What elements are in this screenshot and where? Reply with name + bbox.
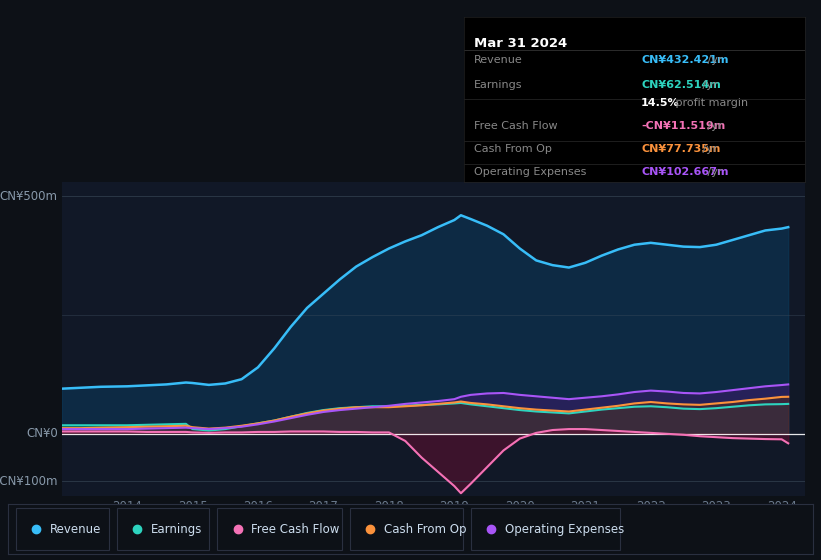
Text: -CN¥100m: -CN¥100m (0, 475, 57, 488)
Text: CN¥432.421m: CN¥432.421m (641, 55, 728, 65)
Text: Cash From Op: Cash From Op (474, 144, 552, 154)
Text: CN¥102.667m: CN¥102.667m (641, 167, 728, 177)
Text: Free Cash Flow: Free Cash Flow (251, 522, 340, 536)
Bar (218, 508, 342, 550)
Text: CN¥0: CN¥0 (26, 427, 57, 440)
Bar (351, 508, 463, 550)
Text: /yr: /yr (704, 121, 723, 131)
Text: /yr: /yr (699, 144, 718, 154)
Text: CN¥500m: CN¥500m (0, 190, 57, 203)
Text: Earnings: Earnings (474, 80, 523, 90)
Text: Mar 31 2024: Mar 31 2024 (474, 36, 567, 50)
Text: 14.5%: 14.5% (641, 98, 680, 108)
Text: /yr: /yr (704, 55, 723, 65)
Text: CN¥77.735m: CN¥77.735m (641, 144, 720, 154)
Text: Earnings: Earnings (150, 522, 202, 536)
Text: /yr: /yr (699, 80, 718, 90)
Text: CN¥62.514m: CN¥62.514m (641, 80, 721, 90)
Text: Free Cash Flow: Free Cash Flow (474, 121, 557, 131)
Bar (117, 508, 209, 550)
Bar (16, 508, 108, 550)
Text: -CN¥11.519m: -CN¥11.519m (641, 121, 725, 131)
Bar (471, 508, 620, 550)
Text: Operating Expenses: Operating Expenses (505, 522, 624, 536)
Text: Revenue: Revenue (50, 522, 102, 536)
Text: Revenue: Revenue (474, 55, 523, 65)
Text: Cash From Op: Cash From Op (384, 522, 466, 536)
Text: Operating Expenses: Operating Expenses (474, 167, 586, 177)
Text: profit margin: profit margin (672, 98, 748, 108)
Text: /yr: /yr (704, 167, 723, 177)
